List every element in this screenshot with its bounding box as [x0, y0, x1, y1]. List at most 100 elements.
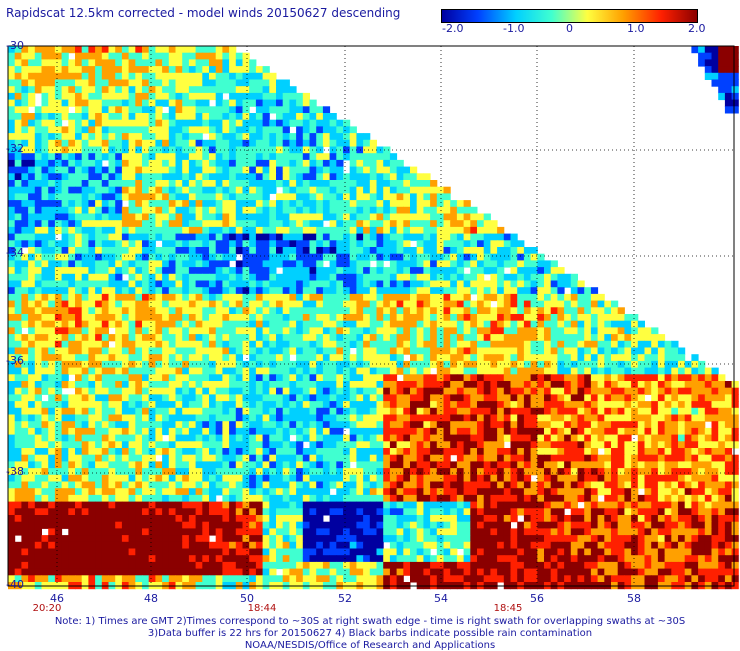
wind-cell [523, 434, 532, 442]
wind-cell [731, 454, 739, 462]
wind-cell [611, 441, 619, 449]
wind-cell [128, 220, 136, 228]
wind-cell [631, 394, 639, 402]
wind-cell [443, 293, 451, 302]
wind-cell [155, 126, 163, 134]
wind-cell [215, 394, 223, 402]
wind-cell [88, 213, 96, 221]
wind-cell [570, 461, 578, 469]
wind-cell [255, 106, 264, 114]
wind-cell [383, 307, 391, 315]
wind-cell [182, 193, 190, 201]
wind-cell [309, 293, 317, 302]
wind-cell [249, 407, 257, 415]
wind-cell [369, 193, 377, 201]
wind-cell [215, 193, 223, 201]
wind-cell [54, 86, 63, 94]
wind-cell [611, 314, 619, 322]
wind-cell [296, 186, 304, 194]
wind-cell [195, 46, 203, 54]
wind-cell [497, 307, 505, 315]
wind-cell [383, 220, 391, 228]
wind-cell [503, 293, 511, 302]
wind-cell [336, 407, 344, 415]
wind-cell [456, 454, 465, 462]
wind-cell [195, 401, 203, 409]
wind-cell [34, 401, 42, 409]
wind-cell [101, 293, 109, 302]
wind-cell [175, 347, 183, 355]
wind-cell [644, 360, 652, 369]
wind-cell [54, 59, 63, 67]
wind-cell [376, 267, 384, 275]
wind-cell [349, 180, 357, 188]
wind-cell [410, 307, 418, 315]
wind-cell [570, 407, 578, 415]
wind-cell [34, 300, 42, 308]
wind-cell [456, 226, 465, 235]
wind-cell [396, 320, 404, 328]
wind-cell [336, 374, 344, 382]
wind-cell [369, 173, 377, 181]
wind-cell [215, 287, 223, 295]
wind-cell [8, 387, 16, 395]
wind-cell [95, 401, 103, 409]
wind-cell [510, 394, 518, 402]
wind-cell [75, 240, 83, 248]
wind-cell [490, 280, 498, 288]
wind-cell [235, 468, 243, 476]
wind-cell [48, 354, 56, 362]
wind-cell [724, 407, 733, 415]
wind-cell [195, 213, 203, 221]
wind-cell [316, 220, 324, 228]
wind-cell [316, 293, 324, 302]
wind-cell [188, 86, 197, 94]
wind-cell [483, 381, 491, 389]
wind-cell [235, 267, 243, 275]
wind-cell [376, 334, 384, 342]
wind-cell [302, 448, 310, 456]
wind-cell [664, 381, 672, 389]
wind-cell [235, 59, 243, 67]
wind-cell [309, 374, 317, 382]
wind-cell [195, 113, 203, 121]
wind-cell [262, 113, 270, 121]
wind-cell [8, 314, 16, 322]
wind-cell [316, 273, 324, 281]
wind-cell [356, 166, 364, 174]
wind-cell [463, 253, 471, 261]
wind-cell [349, 407, 357, 415]
wind-cell [202, 226, 210, 235]
wind-cell [604, 327, 612, 335]
wind-cell [282, 92, 290, 101]
wind-cell [363, 293, 371, 302]
wind-cell [698, 52, 706, 60]
wind-cell [336, 461, 344, 469]
wind-cell [349, 307, 357, 315]
wind-cell [48, 347, 56, 355]
wind-cell [329, 226, 337, 235]
wind-cell [175, 314, 183, 322]
wind-cell [148, 72, 156, 80]
wind-cell [557, 387, 565, 395]
wind-cell [389, 347, 398, 355]
wind-cell [28, 126, 36, 134]
wind-cell [363, 401, 371, 409]
wind-cell [48, 66, 56, 74]
wind-cell [570, 441, 578, 449]
wind-cell [396, 340, 404, 348]
wind-cell [403, 180, 411, 188]
wind-cell [282, 441, 290, 449]
wind-cell [162, 293, 170, 302]
wind-cell [544, 461, 552, 469]
wind-cell [101, 327, 109, 335]
wind-cell [262, 180, 270, 188]
wind-cell [95, 106, 103, 114]
wind-cell [168, 166, 176, 174]
wind-cell [48, 173, 56, 181]
wind-cell [188, 113, 197, 121]
wind-cell [229, 407, 237, 415]
wind-cell [162, 186, 170, 194]
wind-cell [195, 220, 203, 228]
wind-cell [148, 153, 156, 161]
